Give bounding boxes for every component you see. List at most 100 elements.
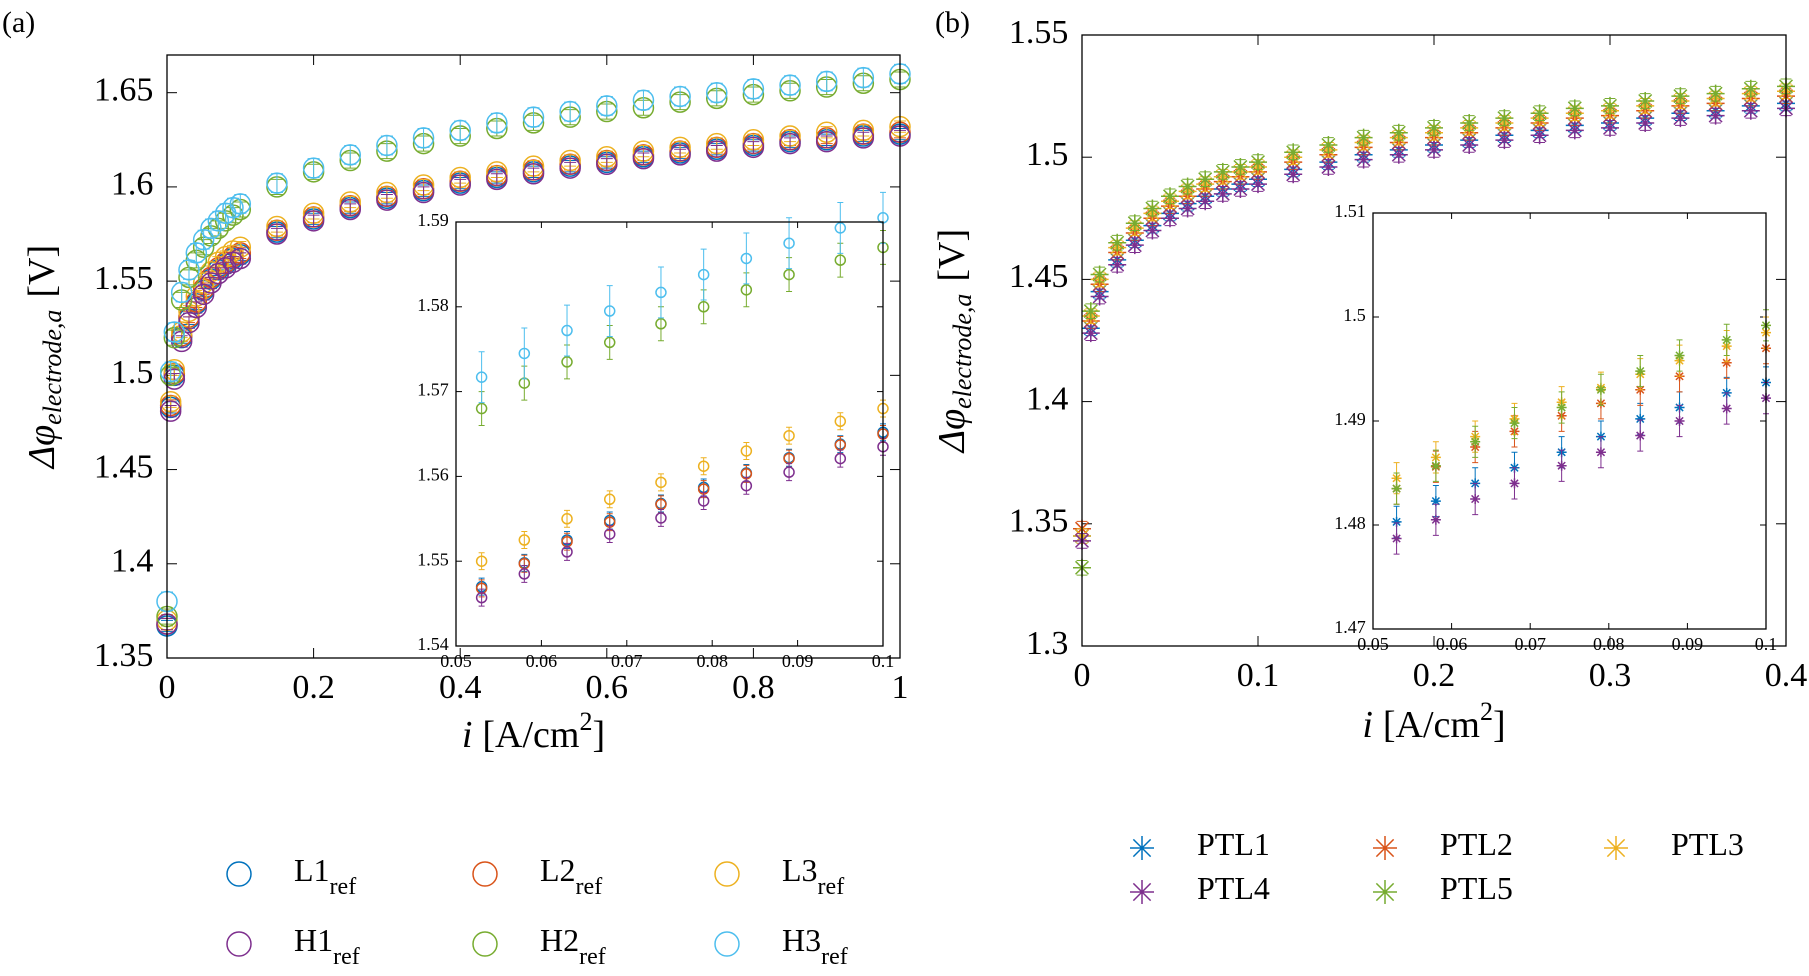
data-point [1530,126,1549,145]
data-point [561,324,573,337]
y-label-unit: [V] [931,229,973,282]
legend-label: L3ref [782,852,844,899]
data-point [1196,170,1215,189]
x-label-symbol: i [1362,704,1373,746]
x-label-unit: [A/cm [482,714,579,756]
data-point [1425,118,1443,137]
y-tick-label: 1.57 [417,380,449,400]
legend-marker [714,931,740,957]
y-tick-label: 1.35 [1009,503,1069,540]
data-point [1178,199,1197,218]
data-point [1108,255,1127,274]
data-point [834,222,847,234]
x-tick-label: 0.8 [732,669,775,706]
data-point [834,415,847,428]
data-point [1090,265,1109,284]
error-bar [219,261,232,275]
legend-marker [472,861,498,887]
legend-label: PTL1 [1197,826,1270,862]
data-point [1741,101,1760,120]
data-point [1319,157,1338,176]
data-point [1125,214,1144,233]
legend-label: PTL5 [1440,870,1513,906]
legend-name: PTL4 [1197,870,1270,906]
data-point [376,189,398,211]
data-point [475,371,488,383]
data-point [697,460,710,472]
data-point [1595,384,1606,395]
plot-area [1373,213,1766,629]
x-tick-label: 0.4 [1765,657,1808,694]
legend-subscript: ref [579,944,606,970]
legend-name: H2 [540,922,579,958]
data-point [486,168,508,191]
data-point [486,112,508,134]
data-point [1509,478,1520,489]
legend-label: PTL4 [1197,870,1270,906]
data-point [1430,460,1441,471]
data-point [1595,447,1606,458]
legend-marker [226,931,252,957]
legend-name: PTL1 [1197,826,1270,862]
data-point [1495,131,1514,150]
x-tick-label: 0.1 [1237,657,1280,694]
data-point [740,252,753,265]
x-label-symbol: i [462,714,473,756]
data-point [1213,162,1232,181]
data-point [522,162,545,185]
y-tick-label: 1.55 [417,549,449,569]
data-point [1081,324,1100,343]
x-tick-label: 1 [892,669,909,706]
error-bar [747,141,760,154]
x-tick-label: 0.1 [872,651,895,671]
error-bar [784,137,797,150]
error-bar [521,327,528,380]
data-point [1565,99,1584,118]
y-tick-label: 1.4 [111,543,154,580]
data-point [1460,135,1479,154]
legend-subscript: ref [330,874,357,900]
x-tick-label: 0.2 [1413,657,1456,694]
data-point [1081,302,1100,321]
data-point [1354,128,1373,147]
data-point [1161,209,1179,228]
data-point [192,283,215,306]
data-point [1391,516,1402,527]
data-point [596,95,618,117]
x-label-superscript: 2 [1480,697,1493,726]
y-tick-label: 1.45 [1009,258,1069,295]
data-point [229,247,252,270]
data-point [740,284,753,296]
x-tick-label: 0 [1074,657,1091,694]
legend-name: L3 [782,852,818,888]
data-point [518,347,531,360]
error-bar [204,276,217,290]
axes-frame [1372,212,1767,630]
data-point [561,546,573,558]
legend-label: H3ref [782,922,848,969]
data-point [1565,121,1584,140]
data-point [1425,140,1443,159]
error-bar [417,186,430,199]
legend-marker [226,861,252,887]
data-point [783,466,795,478]
y-tick-label: 1.55 [1009,14,1069,51]
data-point [706,81,728,104]
data-point [1671,87,1690,106]
data-point [603,528,616,540]
data-point [185,242,208,264]
x-tick-label: 0.1 [1755,634,1778,654]
y-axis-label: Δφelectrode,a [V] [931,229,977,454]
data-point [475,591,488,604]
y-tick-label: 1.35 [94,637,154,674]
y-tick-label: 1.58 [417,295,449,315]
panel-label: (a) [2,6,35,39]
legend-label: PTL2 [1440,826,1513,862]
legend-marker [472,931,498,957]
x-tick-label: 0.09 [1672,634,1704,654]
data-point [1196,192,1215,211]
x-tick-label: 0.3 [1589,657,1632,694]
data-point [266,223,288,245]
data-point [449,174,471,196]
